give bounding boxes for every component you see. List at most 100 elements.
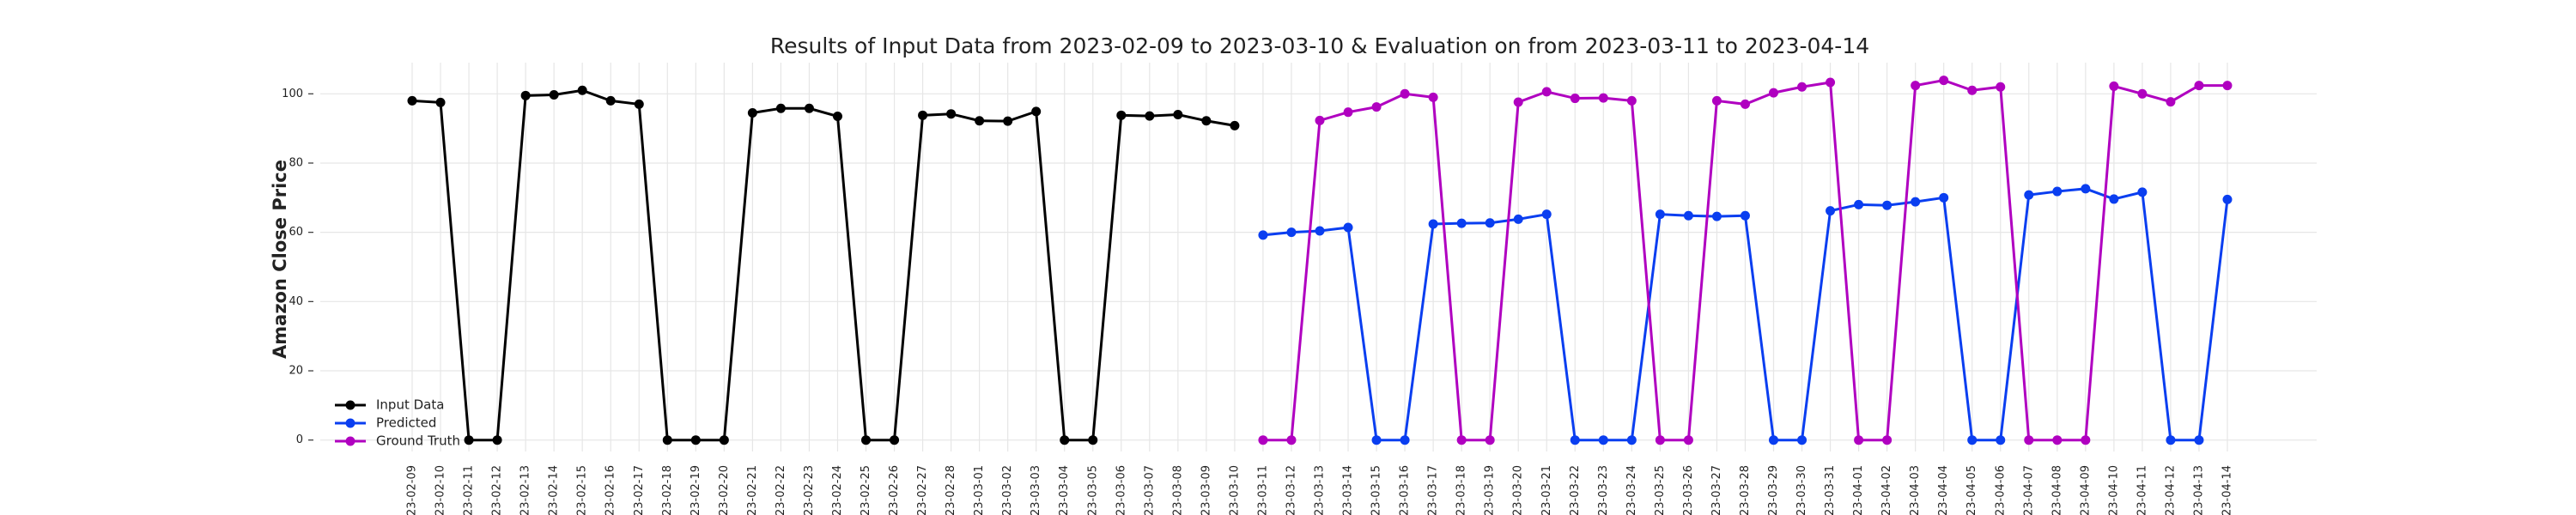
data-point bbox=[2137, 88, 2148, 99]
data-point bbox=[407, 95, 417, 106]
data-point bbox=[1626, 95, 1637, 106]
chart-title: Results of Input Data from 2023-02-09 to… bbox=[770, 33, 1869, 58]
x-tick-label: 2023-03-06 bbox=[1115, 465, 1127, 515]
data-point bbox=[1826, 206, 1836, 216]
data-point bbox=[1116, 110, 1127, 120]
data-point bbox=[1854, 435, 1864, 445]
x-tick-label: 2023-04-14 bbox=[2221, 465, 2234, 515]
series-line bbox=[411, 88, 1236, 442]
x-tick-label: 2023-02-15 bbox=[576, 465, 589, 515]
data-point bbox=[1145, 111, 1155, 121]
data-point bbox=[662, 435, 672, 445]
x-tick-label: 2023-02-12 bbox=[491, 465, 504, 515]
data-point bbox=[2222, 194, 2233, 204]
x-tick-label: 2023-02-19 bbox=[690, 465, 702, 515]
x-tick-label: 2023-03-25 bbox=[1654, 465, 1667, 515]
x-tick-label: 2023-03-24 bbox=[1625, 465, 1638, 515]
data-point bbox=[1683, 210, 1693, 221]
data-point bbox=[549, 90, 559, 100]
data-point bbox=[1485, 218, 1495, 228]
data-point bbox=[2052, 435, 2063, 445]
data-point bbox=[1740, 210, 1750, 221]
x-tick-label: 2023-03-03 bbox=[1030, 465, 1042, 515]
x-tick-label: 2023-03-30 bbox=[1795, 465, 1808, 515]
data-point bbox=[1598, 435, 1608, 445]
x-tick-label: 2023-03-14 bbox=[1342, 465, 1355, 515]
data-point bbox=[1258, 435, 1268, 445]
x-tick-label: 2023-03-07 bbox=[1143, 465, 1156, 515]
data-point bbox=[1371, 102, 1382, 112]
data-point bbox=[1258, 230, 1268, 240]
data-point bbox=[1655, 209, 1665, 220]
data-point bbox=[1711, 211, 1722, 221]
data-point bbox=[1740, 99, 1750, 109]
legend-marker bbox=[345, 418, 355, 428]
data-point bbox=[2194, 81, 2204, 91]
data-point bbox=[1996, 82, 2006, 92]
x-tick-label: 2023-02-25 bbox=[860, 465, 872, 515]
data-point bbox=[2109, 194, 2119, 204]
data-point bbox=[1428, 219, 1438, 229]
data-point bbox=[1343, 222, 1353, 233]
data-point bbox=[2137, 187, 2148, 197]
data-point bbox=[1626, 435, 1637, 445]
x-tick-label: 2023-03-13 bbox=[1314, 465, 1327, 515]
y-tick-label: 60 bbox=[289, 226, 303, 239]
data-point bbox=[1201, 116, 1212, 126]
data-point bbox=[1570, 94, 1580, 104]
data-point bbox=[1371, 435, 1382, 445]
data-point bbox=[1939, 76, 1949, 86]
x-tick-label: 2023-04-11 bbox=[2136, 465, 2148, 515]
data-point bbox=[1315, 115, 1325, 125]
data-point bbox=[1031, 106, 1042, 117]
data-point bbox=[1541, 87, 1552, 97]
x-tick-label: 2023-02-17 bbox=[633, 465, 646, 515]
data-point bbox=[1769, 435, 1778, 445]
x-tick-label: 2023-03-26 bbox=[1682, 465, 1695, 515]
data-point bbox=[690, 435, 701, 445]
data-point bbox=[2166, 435, 2176, 445]
data-point bbox=[1826, 77, 1836, 88]
x-tick-label: 2023-03-09 bbox=[1200, 465, 1212, 515]
data-point bbox=[2166, 97, 2176, 107]
data-point bbox=[435, 97, 446, 107]
x-tick-label: 2023-03-27 bbox=[1710, 465, 1723, 515]
data-point bbox=[1343, 107, 1353, 118]
data-point bbox=[2024, 435, 2034, 445]
data-point bbox=[1456, 218, 1467, 228]
x-tick-label: 2023-02-11 bbox=[463, 465, 476, 515]
y-tick-label: 40 bbox=[289, 295, 303, 308]
x-tick-label: 2023-03-21 bbox=[1540, 465, 1553, 515]
data-point bbox=[1598, 93, 1608, 103]
x-tick-label: 2023-04-13 bbox=[2192, 465, 2205, 515]
x-tick-label: 2023-04-07 bbox=[2022, 465, 2035, 515]
y-tick-label: 0 bbox=[296, 433, 303, 446]
x-tick-label: 2023-02-16 bbox=[605, 465, 617, 515]
x-tick-label: 2023-04-05 bbox=[1965, 465, 1978, 515]
x-tick-label: 2023-02-27 bbox=[916, 465, 929, 515]
x-tick-label: 2023-03-23 bbox=[1597, 465, 1610, 515]
data-point bbox=[1286, 435, 1297, 445]
data-point bbox=[1769, 88, 1778, 98]
data-point bbox=[1939, 192, 1949, 203]
x-tick-label: 2023-02-26 bbox=[888, 465, 901, 515]
x-tick-label: 2023-04-09 bbox=[2079, 465, 2092, 515]
data-point bbox=[861, 435, 871, 445]
x-tick-label: 2023-04-08 bbox=[2050, 465, 2063, 515]
data-point bbox=[747, 107, 757, 118]
x-tick-label: 2023-03-17 bbox=[1427, 465, 1440, 515]
legend-label: Input Data bbox=[376, 397, 444, 413]
data-point bbox=[1655, 435, 1665, 445]
x-tick-label: 2023-02-09 bbox=[406, 465, 419, 515]
data-point bbox=[2222, 81, 2233, 91]
x-tick-label: 2023-02-24 bbox=[831, 465, 844, 515]
data-point bbox=[1485, 435, 1495, 445]
x-tick-label: 2023-02-20 bbox=[718, 465, 731, 515]
x-tick-label: 2023-04-03 bbox=[1909, 465, 1922, 515]
data-point bbox=[1400, 88, 1410, 99]
data-point bbox=[1513, 97, 1523, 107]
x-tick-label: 2023-03-10 bbox=[1228, 465, 1241, 515]
legend-label: Predicted bbox=[376, 415, 436, 431]
data-point bbox=[1911, 197, 1921, 207]
